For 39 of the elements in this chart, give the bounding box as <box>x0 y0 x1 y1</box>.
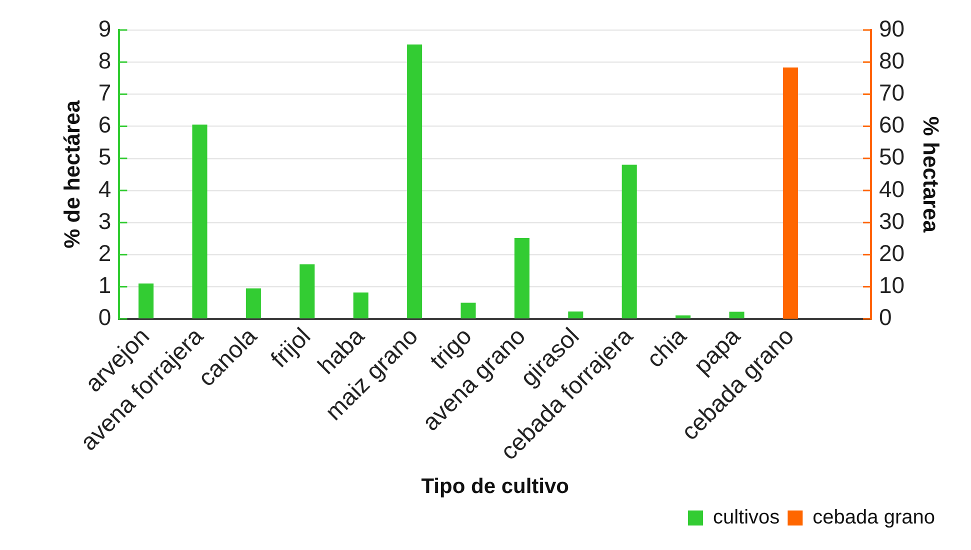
y-tick-label: 2 <box>98 240 112 266</box>
y-tick-label: 4 <box>98 176 112 202</box>
y-tick-label: 3 <box>98 208 112 234</box>
bar <box>622 164 637 318</box>
bar <box>460 302 476 318</box>
bar <box>300 264 315 318</box>
y2-tick-label: 0 <box>879 304 892 330</box>
y-tick-label: 6 <box>98 112 112 138</box>
y2-tick-label: 20 <box>879 240 905 266</box>
y2-tick-label: 30 <box>879 208 905 234</box>
y2-tick-label: 50 <box>879 144 905 170</box>
bar <box>353 292 368 318</box>
y-axis-title: % de hectárea <box>59 100 84 248</box>
bar <box>729 312 744 318</box>
bar <box>246 288 261 318</box>
bar <box>192 124 208 318</box>
y2-tick-label: 70 <box>879 80 905 106</box>
y2-axis-title: % hectarea <box>918 116 944 234</box>
legend-label: cebada grano <box>812 506 936 529</box>
y2-tick-label: 10 <box>879 272 905 298</box>
x-tick-label: chia <box>642 322 692 374</box>
y-tick-label: 1 <box>98 272 112 298</box>
y2-tick-label: 90 <box>879 15 905 42</box>
y-tick-label: 0 <box>98 304 112 330</box>
bar <box>407 44 422 318</box>
y2-tick-label: 80 <box>879 47 905 74</box>
x-tick-label: trigo <box>425 322 478 375</box>
legend-label: cultivos <box>712 506 780 529</box>
bar <box>514 238 530 318</box>
bar <box>138 284 154 318</box>
bar <box>568 311 584 318</box>
y-tick-label: 7 <box>98 80 112 106</box>
y-tick-label: 5 <box>98 144 112 170</box>
bar <box>676 315 691 318</box>
y-tick-label: 9 <box>98 15 112 42</box>
y2-tick-label: 40 <box>879 176 905 202</box>
x-axis-title: Tipo de cultivo <box>421 475 570 498</box>
y-tick-label: 8 <box>98 47 112 74</box>
y2-tick-label: 60 <box>879 112 905 138</box>
